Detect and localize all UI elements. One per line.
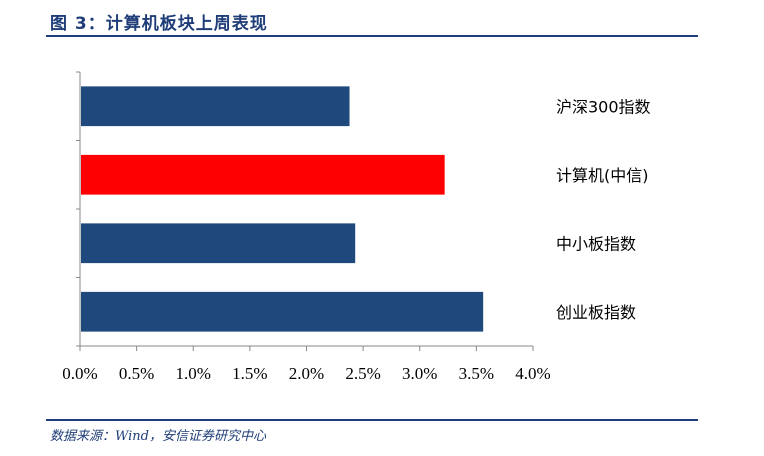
x-tick-label: 1.5% [232,364,267,383]
bar [81,86,350,127]
x-tick-label: 1.0% [176,364,211,383]
x-tick-label: 4.0% [515,364,550,383]
bar [81,154,445,195]
source-rule [46,419,698,421]
bar [81,291,484,332]
bar [81,223,356,264]
x-tick-label: 2.0% [289,364,324,383]
x-tick-label: 3.0% [402,364,437,383]
category-label: 沪深300指数 [556,97,651,116]
x-tick-label: 2.5% [345,364,380,383]
category-label: 中小板指数 [556,234,636,253]
x-tick-label: 3.5% [459,364,494,383]
x-tick-label: 0.5% [119,364,154,383]
figure-caption: 图 3：计算机板块上周表现 [50,14,268,34]
caption-rule [46,35,698,37]
x-tick-label: 0.0% [62,364,97,383]
source-note: 数据来源：Wind，安信证券研究中心 [50,429,266,444]
category-label: 计算机(中信) [556,166,649,185]
category-label: 创业板指数 [556,303,636,322]
